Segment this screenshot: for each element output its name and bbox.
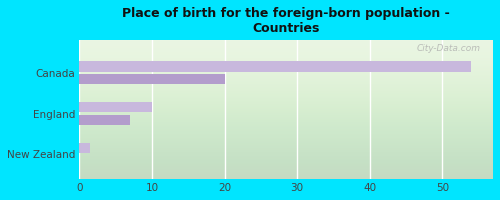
Bar — [80, 61, 471, 72]
Bar — [80, 74, 225, 84]
Bar — [80, 115, 130, 125]
Bar — [80, 102, 152, 112]
Title: Place of birth for the foreign-born population -
Countries: Place of birth for the foreign-born popu… — [122, 7, 450, 35]
Text: City-Data.com: City-Data.com — [416, 44, 480, 53]
Bar — [80, 143, 90, 153]
